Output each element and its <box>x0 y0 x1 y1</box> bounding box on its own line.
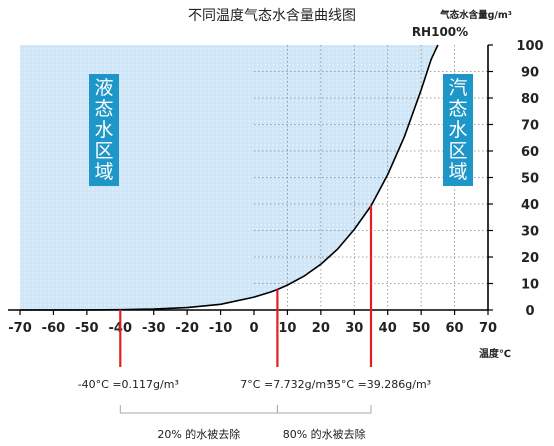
marker-label: -40°C =0.117g/m³ <box>78 378 179 391</box>
marker-label: 35°C =39.286g/m³ <box>327 378 431 391</box>
marker-label: 7°C =7.732g/m³ <box>240 378 330 391</box>
y-tick-label: 70 <box>521 119 539 134</box>
x-axis-label: 温度℃ <box>479 347 511 360</box>
y-tick-label: 80 <box>521 92 539 107</box>
x-tick-label: -30 <box>142 321 166 336</box>
x-tick-label: -60 <box>42 321 66 336</box>
x-tick-label: -20 <box>175 321 199 336</box>
series-line <box>19 44 439 311</box>
x-tick-label: 50 <box>412 321 430 336</box>
x-tick-label: 40 <box>379 321 397 336</box>
region-label-left: 液态水区域 <box>94 77 113 183</box>
y-tick-label: 60 <box>521 145 539 160</box>
chart-title: 不同温度气态水含量曲线图 <box>188 8 356 24</box>
y-tick-label: 100 <box>516 39 543 54</box>
y-tick-label: 0 <box>525 304 534 319</box>
x-tick-label: -10 <box>209 321 233 336</box>
y-tick-label: 30 <box>521 225 539 240</box>
x-tick-label: 30 <box>345 321 363 336</box>
x-tick-label: 0 <box>249 321 258 336</box>
liquid-region-fill <box>20 45 438 310</box>
y-tick-label: 40 <box>521 198 539 213</box>
x-tick-label: 10 <box>278 321 296 336</box>
region-label-box <box>443 74 473 186</box>
x-tick-label: 70 <box>479 321 497 336</box>
bracket-label: 80% 的水被去除 <box>283 427 366 441</box>
region-label-right: 汽态水区域 <box>448 77 467 183</box>
y-tick-label: 20 <box>521 251 539 266</box>
bracket <box>119 405 278 414</box>
y-tick-label: 50 <box>521 172 539 187</box>
y-tick-label: 90 <box>521 66 539 81</box>
region-label-box <box>89 74 119 186</box>
bracket <box>276 405 372 414</box>
x-tick-label: -70 <box>8 321 32 336</box>
y-tick-label: 10 <box>521 278 539 293</box>
x-tick-label: 60 <box>446 321 464 336</box>
bracket-label: 20% 的水被去除 <box>157 427 240 441</box>
y-axis-sublabel: RH100% <box>412 25 468 39</box>
x-tick-label: 20 <box>312 321 330 336</box>
x-tick-label: -50 <box>75 321 99 336</box>
y-axis-label: 气态水含量g/m³ <box>439 9 512 21</box>
